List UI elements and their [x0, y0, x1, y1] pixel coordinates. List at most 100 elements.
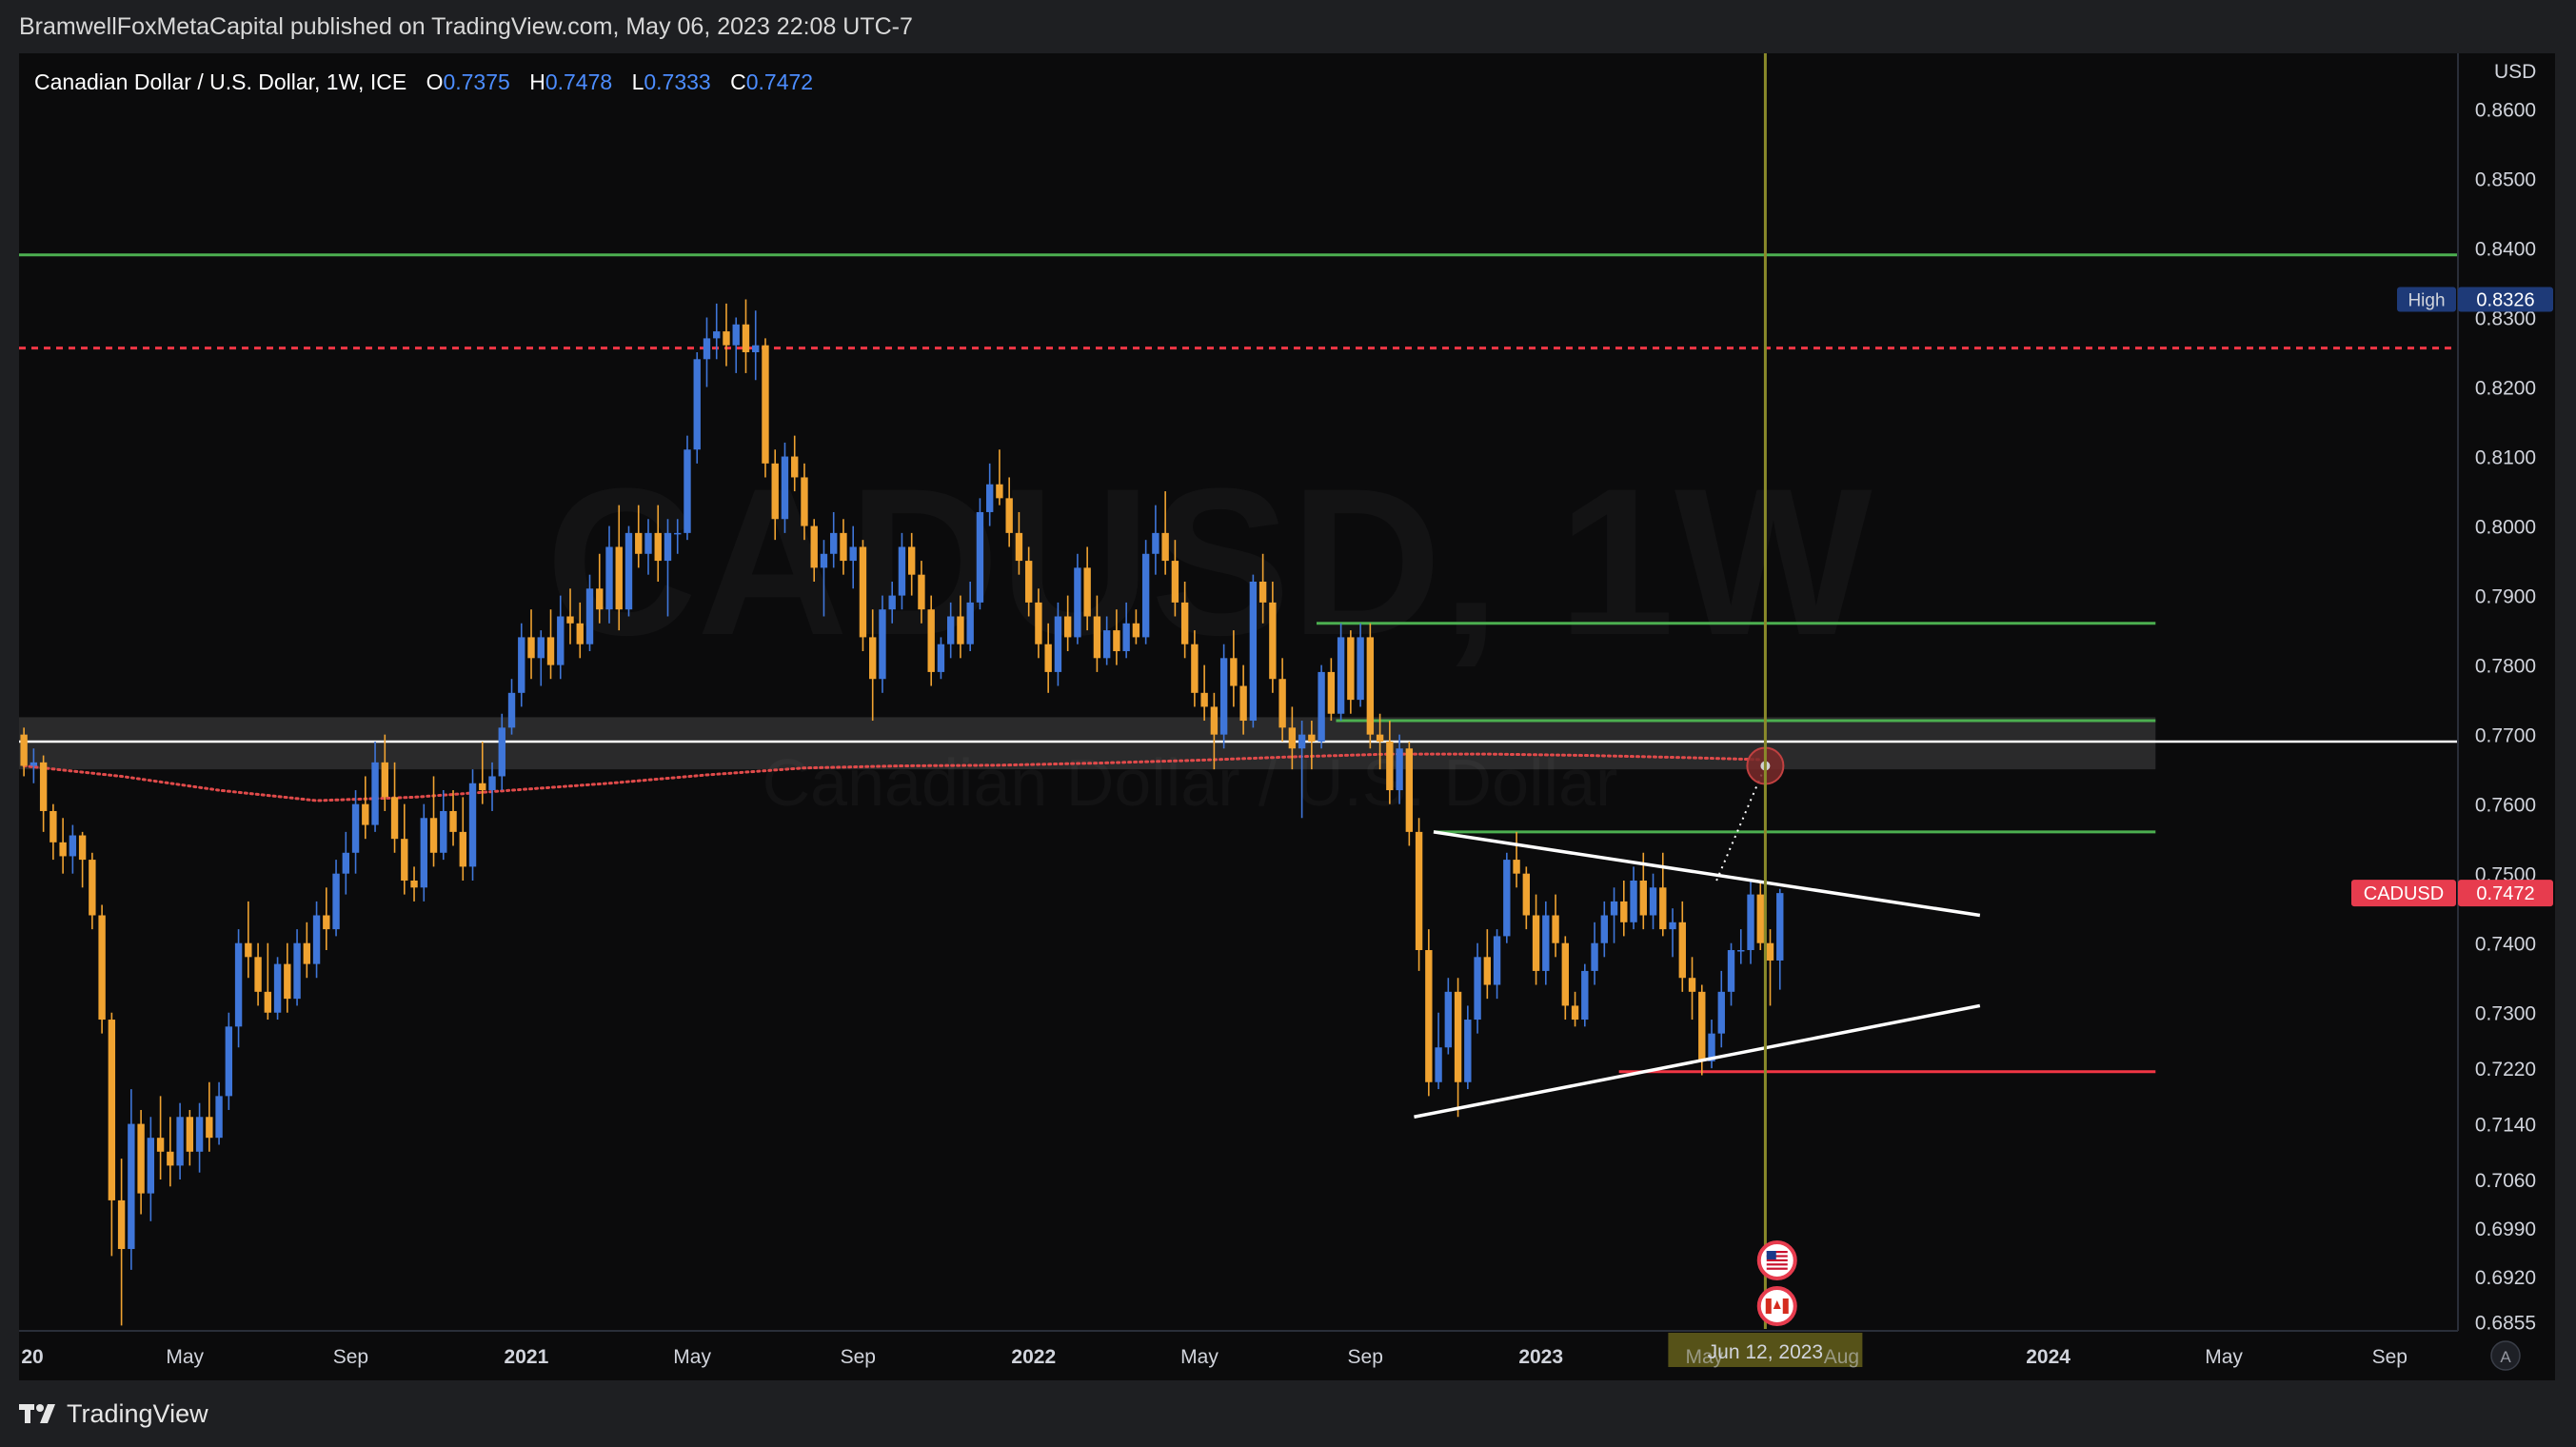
- candle-body: [69, 835, 77, 857]
- candle: [752, 310, 760, 381]
- candle-body: [1230, 658, 1238, 686]
- candle-body: [98, 915, 106, 1021]
- candle-body: [410, 880, 418, 888]
- price-tick-label: 0.8500: [2475, 168, 2536, 190]
- candle-body: [1708, 1033, 1715, 1061]
- candle-body: [1630, 880, 1637, 922]
- candle: [1249, 574, 1258, 728]
- chart-container[interactable]: CADUSD, 1W Canadian Dollar / U.S. Dollar…: [19, 53, 2555, 1380]
- candle-body: [1425, 950, 1433, 1082]
- candle: [156, 1096, 165, 1179]
- candle-body: [420, 818, 427, 888]
- candle-body: [1063, 616, 1072, 638]
- candle: [996, 449, 1003, 505]
- chart-background: [19, 53, 2555, 1380]
- candle: [810, 519, 818, 582]
- candle-body: [966, 602, 974, 644]
- candle: [147, 1117, 155, 1221]
- time-axis-panel[interactable]: [19, 1331, 2555, 1380]
- candle: [1024, 546, 1033, 617]
- candle: [1015, 511, 1023, 575]
- candle: [1376, 713, 1384, 770]
- economic-events[interactable]: [1756, 1240, 1797, 1326]
- candle: [1435, 1012, 1442, 1090]
- candle-body: [1083, 567, 1091, 617]
- candle-body: [1376, 734, 1384, 742]
- tradingview-brand[interactable]: TradingView: [19, 1399, 208, 1429]
- candle: [635, 505, 643, 568]
- candle: [69, 824, 77, 874]
- candle: [1239, 664, 1247, 735]
- candle-body: [1269, 602, 1277, 680]
- moving-average-layer: [22, 752, 1762, 803]
- candle: [1474, 942, 1481, 1034]
- svg-text:Canadian Dollar / U.S. Dollar,: Canadian Dollar / U.S. Dollar, 1W, ICE O…: [34, 69, 813, 94]
- candle-body: [1474, 957, 1481, 1021]
- candle: [206, 1081, 213, 1152]
- candle-body: [1171, 561, 1179, 603]
- date-marker-side-label-left: May: [1686, 1346, 1724, 1368]
- candle-body: [849, 546, 857, 562]
- price-chart[interactable]: CADUSD, 1W Canadian Dollar / U.S. Dollar…: [19, 53, 2555, 1380]
- time-tick-label: May: [166, 1346, 204, 1368]
- candle: [1337, 623, 1345, 722]
- candle-body: [869, 637, 877, 680]
- auto-scale-icon[interactable]: A: [2500, 1348, 2511, 1366]
- candle-body: [1141, 553, 1150, 638]
- candle: [1074, 553, 1081, 644]
- candle: [1308, 721, 1316, 770]
- candle: [264, 942, 272, 1021]
- candle: [498, 713, 505, 791]
- candle-body: [362, 803, 369, 825]
- candle: [664, 519, 672, 617]
- candle: [1191, 630, 1199, 707]
- candle: [605, 525, 613, 624]
- candle-body: [644, 532, 652, 554]
- candle: [215, 1081, 223, 1145]
- candle: [1708, 1020, 1715, 1069]
- price-tick-label: 0.6855: [2475, 1313, 2536, 1335]
- candle-body: [996, 484, 1003, 499]
- candle-body: [1288, 727, 1297, 749]
- candle: [1581, 963, 1589, 1027]
- candle-body: [440, 810, 447, 853]
- candle: [976, 498, 984, 610]
- candle: [1180, 581, 1189, 659]
- candle: [888, 581, 896, 624]
- candle-body: [234, 942, 243, 1027]
- candle-body: [1024, 561, 1033, 603]
- candle: [1483, 929, 1492, 1000]
- candle-body: [1620, 901, 1628, 922]
- candle-body: [1044, 644, 1052, 672]
- candle: [59, 818, 67, 874]
- candle-body: [1737, 950, 1745, 952]
- symbol-legend: Canadian Dollar / U.S. Dollar, 1W, ICE O…: [34, 69, 813, 94]
- candle-body: [215, 1096, 223, 1139]
- candle-body: [937, 644, 945, 672]
- candle-body: [557, 616, 565, 665]
- candle: [898, 532, 906, 610]
- candle: [1630, 866, 1637, 930]
- candle: [225, 1012, 233, 1110]
- candle-body: [1639, 880, 1647, 916]
- time-tick-label: 20: [21, 1346, 43, 1368]
- us-flag-icon[interactable]: [1756, 1240, 1797, 1280]
- time-tick-label: May: [673, 1346, 711, 1368]
- auto-scale-button[interactable]: [2490, 1340, 2521, 1371]
- candle: [1132, 609, 1140, 644]
- candle-body: [946, 616, 955, 644]
- canada-flag-icon[interactable]: [1756, 1286, 1797, 1326]
- watermark-symbol: CADUSD, 1W: [545, 445, 1873, 679]
- candle-body: [1659, 887, 1667, 930]
- candle: [1054, 602, 1062, 686]
- candle-body: [390, 797, 399, 840]
- candle-body: [1503, 860, 1511, 937]
- candle-body: [59, 842, 67, 857]
- price-axis-panel[interactable]: [2458, 53, 2555, 1380]
- candle-body: [537, 637, 545, 659]
- candle: [546, 609, 555, 680]
- flag-stripe: [1766, 1251, 1788, 1254]
- candle: [78, 831, 87, 888]
- candle-body: [1113, 630, 1120, 652]
- candle: [20, 727, 28, 777]
